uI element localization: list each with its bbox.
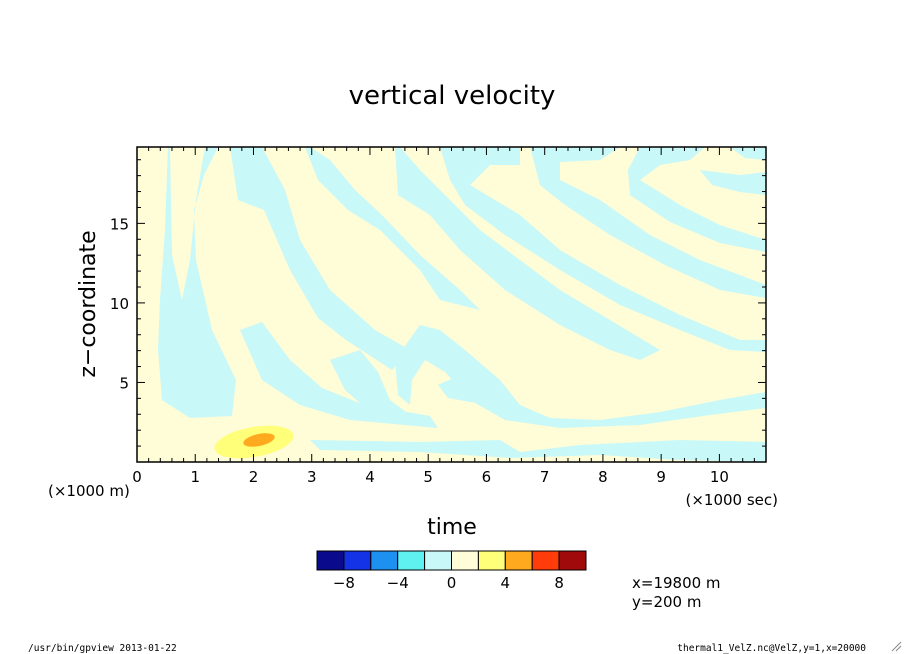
y-tick-label: 15 bbox=[110, 215, 129, 233]
x-tick-label: 1 bbox=[190, 468, 200, 486]
y-axis-unit: (×1000 m) bbox=[48, 482, 130, 500]
colorbar-swatch bbox=[370, 550, 399, 571]
neg-region-upper-right-strip bbox=[730, 147, 766, 160]
neg-region-left-column bbox=[143, 147, 236, 418]
colorbar-label: −4 bbox=[387, 574, 409, 592]
colorbar-swatch bbox=[477, 550, 506, 571]
colorbar-swatch bbox=[397, 550, 426, 571]
colorbar-swatch bbox=[424, 550, 453, 571]
warm-core-inner bbox=[243, 433, 275, 447]
neg-region-band-4 bbox=[530, 147, 766, 298]
x-tick-label: 2 bbox=[249, 468, 259, 486]
neg-region-lower-left bbox=[240, 322, 438, 428]
neg-region-band-5 bbox=[628, 147, 766, 252]
x-axis-unit: (×1000 sec) bbox=[685, 491, 778, 509]
y-tick-labels: 5 10 15 bbox=[110, 215, 129, 392]
neg-region-band-1 bbox=[262, 147, 480, 310]
chart-title: vertical velocity bbox=[349, 81, 556, 111]
x-tick-label: 0 bbox=[132, 468, 142, 486]
x-tick-label: 6 bbox=[482, 468, 492, 486]
colorbar-swatch bbox=[531, 550, 560, 571]
y-tick-label: 5 bbox=[119, 374, 129, 392]
y-axis-label: z−coordinate bbox=[76, 230, 101, 377]
x-tick-labels: 0 1 2 3 4 5 6 7 8 9 10 bbox=[132, 468, 729, 486]
annotation-x-position: x=19800 m bbox=[632, 574, 721, 592]
footer-right: thermal1_VelZ.nc@VelZ,y=1,x=20000 bbox=[677, 643, 866, 654]
neg-region-small-lobe bbox=[438, 375, 500, 405]
resize-grip-icon[interactable] bbox=[890, 640, 902, 652]
colorbar-swatch bbox=[343, 550, 372, 571]
colorbar-swatch bbox=[504, 550, 533, 571]
x-tick-label: 8 bbox=[598, 468, 608, 486]
axis-ticks bbox=[136, 147, 767, 463]
colorbar-swatch bbox=[451, 550, 479, 571]
neg-region-mid-lobe-2 bbox=[330, 350, 410, 420]
colorbar-label: 4 bbox=[501, 574, 511, 592]
colorbar-label: 8 bbox=[554, 574, 564, 592]
neg-region-bottom bbox=[310, 440, 766, 462]
y-tick-label: 10 bbox=[110, 295, 129, 313]
x-tick-label: 3 bbox=[307, 468, 317, 486]
x-tick-label: 10 bbox=[710, 468, 729, 486]
colorbar-swatch bbox=[558, 550, 587, 571]
colorbar bbox=[316, 550, 587, 571]
x-tick-label: 9 bbox=[656, 468, 666, 486]
neg-region-band-3 bbox=[440, 147, 766, 352]
colorbar-labels: −8 −4 0 4 8 bbox=[333, 574, 564, 592]
x-tick-label: 5 bbox=[423, 468, 433, 486]
x-tick-label: 7 bbox=[540, 468, 550, 486]
contour-field bbox=[137, 147, 766, 462]
annotation-y-position: y=200 m bbox=[632, 593, 701, 611]
colorbar-label: 0 bbox=[447, 574, 457, 592]
colorbar-label: −8 bbox=[333, 574, 355, 592]
x-tick-label: 4 bbox=[365, 468, 375, 486]
neg-region-band-2 bbox=[360, 147, 660, 360]
x-axis-label: time bbox=[427, 515, 477, 540]
colorbar-swatch bbox=[316, 550, 345, 571]
neg-region-band-6 bbox=[700, 170, 766, 195]
neg-region-top-column bbox=[205, 147, 410, 370]
footer-left: /usr/bin/gpview 2013-01-22 bbox=[28, 643, 177, 654]
